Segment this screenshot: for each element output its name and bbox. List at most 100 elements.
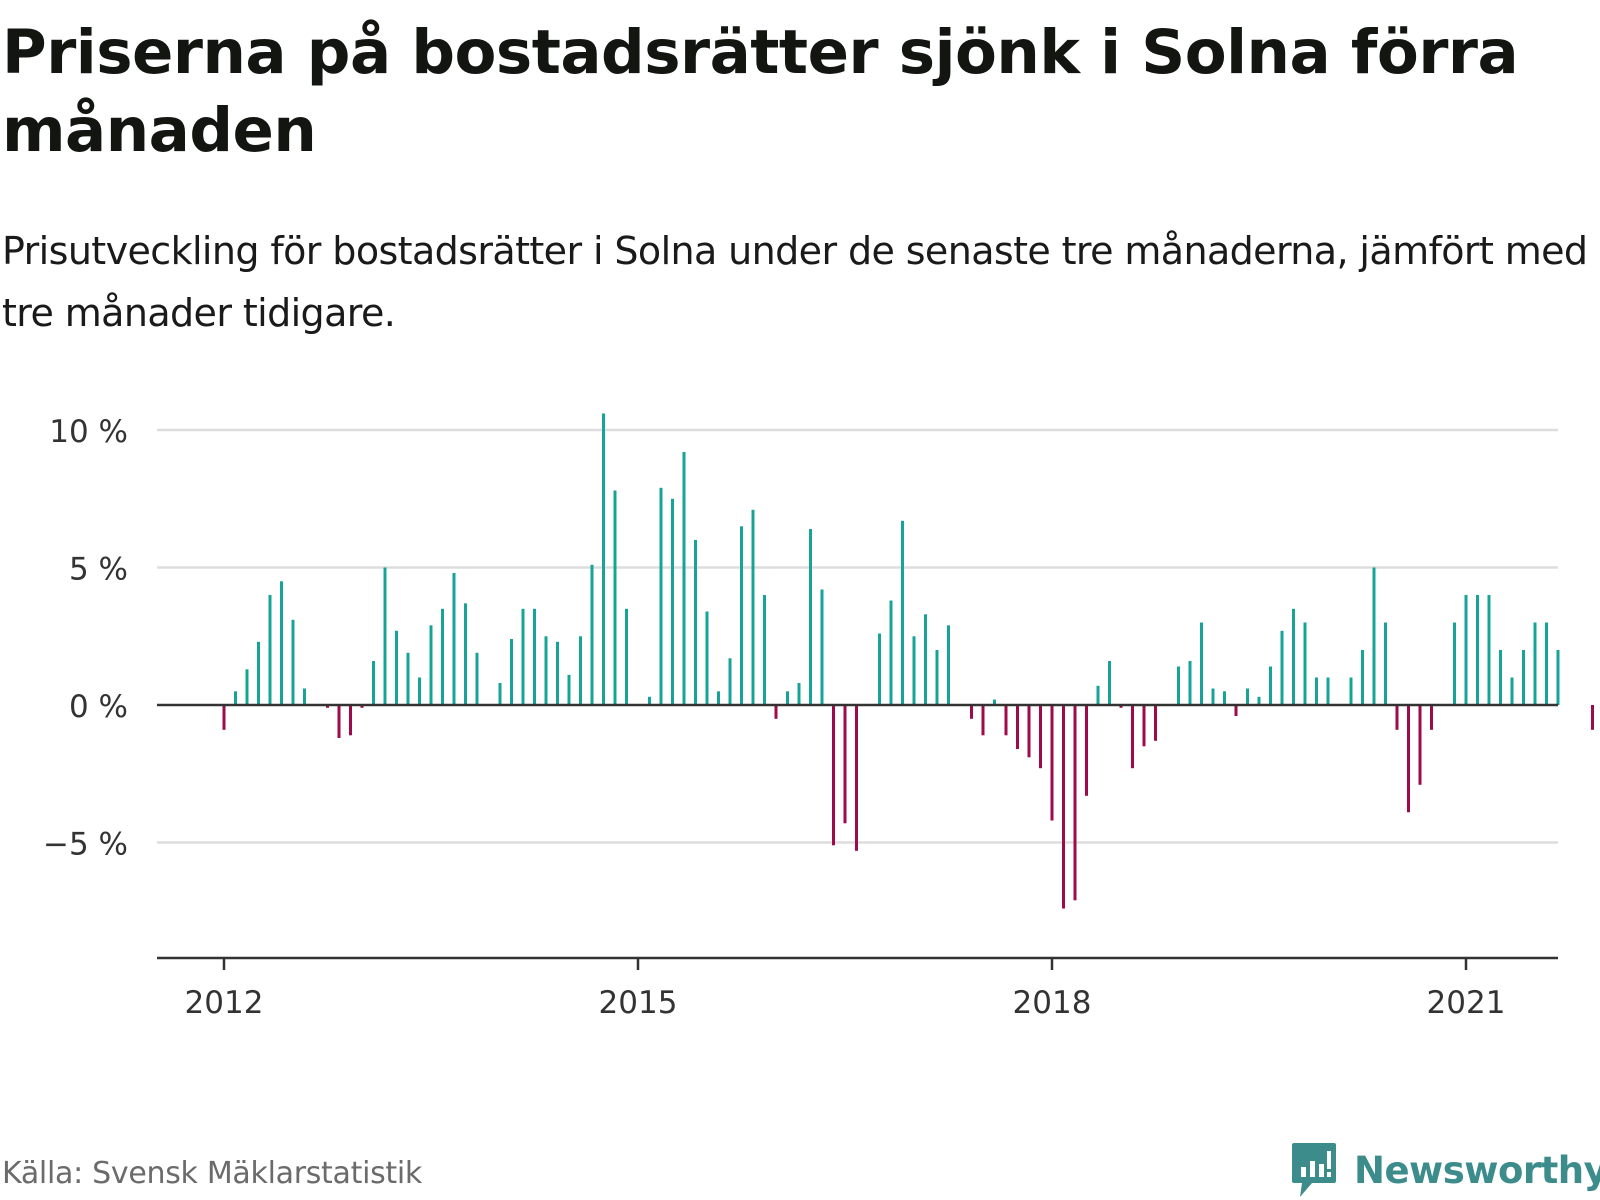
bar	[625, 608, 628, 706]
bar	[406, 652, 410, 706]
bar	[1487, 595, 1491, 705]
bar	[360, 705, 364, 708]
y-tick-label: 5 %	[69, 552, 128, 588]
bar	[901, 520, 904, 706]
bar	[1027, 705, 1031, 758]
bar	[832, 705, 835, 846]
bar	[924, 614, 927, 706]
bar	[1476, 595, 1479, 705]
bar	[751, 509, 755, 706]
source-note: Källa: Svensk Mäklarstatistik	[2, 1156, 423, 1191]
bar	[303, 688, 306, 705]
bar-chart: −5 %0 %5 %10 % 20122015201820212023 −3 %	[43, 413, 1594, 1021]
y-tick-label: −5 %	[43, 827, 128, 863]
y-tick-label: 10 %	[49, 414, 128, 450]
bar	[786, 691, 789, 706]
bar	[705, 611, 709, 705]
bar	[981, 705, 985, 736]
chart-title: Priserna på bostadsrätter sjönk i Solna …	[2, 17, 1519, 166]
bar	[383, 567, 387, 705]
bar	[1522, 650, 1525, 705]
bar	[1004, 705, 1008, 736]
x-tick-label: 2018	[1013, 985, 1092, 1021]
bar	[1499, 650, 1502, 705]
bar	[590, 564, 594, 706]
bar	[372, 661, 375, 705]
bar	[452, 573, 456, 705]
bar	[889, 600, 893, 705]
bar	[1234, 705, 1238, 716]
bar	[1200, 622, 1203, 705]
bar	[1073, 705, 1077, 901]
bar	[855, 705, 858, 851]
bar	[602, 413, 605, 705]
bar	[1119, 705, 1123, 708]
newsworthy-logo[interactable]: Newsworthy	[1290, 1140, 1600, 1200]
bar	[613, 490, 617, 705]
bar	[510, 639, 513, 705]
bar	[245, 669, 249, 706]
bar	[878, 633, 881, 705]
bar	[1326, 677, 1330, 705]
bar	[1016, 705, 1019, 749]
x-tick-label: 2015	[599, 985, 678, 1021]
bar	[947, 625, 950, 706]
bar	[337, 705, 341, 738]
bar	[774, 705, 778, 719]
bar	[1280, 630, 1284, 706]
bar	[1211, 688, 1215, 705]
bar	[1556, 650, 1560, 705]
bar	[257, 641, 260, 705]
axes	[157, 703, 1558, 970]
bar	[418, 677, 421, 705]
bar	[820, 589, 824, 705]
bar	[1177, 666, 1180, 705]
bar	[556, 641, 559, 705]
bar	[1591, 705, 1594, 730]
bar	[659, 487, 663, 706]
bar	[993, 699, 996, 705]
bar	[1154, 705, 1157, 741]
bar	[395, 630, 398, 706]
bar	[268, 595, 272, 705]
bar	[291, 619, 295, 706]
bar	[809, 529, 812, 705]
bar	[728, 658, 732, 706]
bar	[1349, 677, 1353, 705]
bar	[1372, 567, 1376, 705]
bar	[326, 705, 329, 708]
bar	[464, 603, 467, 706]
bar	[475, 652, 479, 706]
bar	[970, 705, 973, 719]
bar	[280, 581, 283, 706]
bar	[763, 595, 766, 705]
bar	[740, 526, 743, 706]
newsworthy-chart-icon	[1292, 1143, 1336, 1197]
bar	[533, 608, 536, 706]
y-tick-label: 0 %	[69, 689, 128, 725]
bar	[1395, 705, 1399, 730]
bar	[579, 636, 582, 706]
bar	[567, 674, 571, 706]
bar	[1269, 666, 1272, 705]
bar	[544, 636, 548, 706]
bar	[797, 683, 801, 705]
bar	[694, 540, 697, 705]
bar	[222, 705, 226, 730]
bar	[1108, 661, 1111, 705]
bar	[234, 691, 237, 706]
bar	[1085, 705, 1088, 796]
bar	[1430, 705, 1433, 730]
bar	[1246, 688, 1249, 705]
bar	[1223, 691, 1226, 706]
bar	[682, 452, 686, 705]
bar	[717, 691, 720, 706]
bar	[1257, 696, 1261, 706]
bar	[648, 696, 651, 706]
bar	[912, 636, 916, 706]
bar	[671, 498, 674, 706]
bar	[1453, 622, 1456, 705]
bar	[1292, 608, 1295, 706]
bar	[349, 705, 352, 736]
bar	[1510, 677, 1514, 705]
